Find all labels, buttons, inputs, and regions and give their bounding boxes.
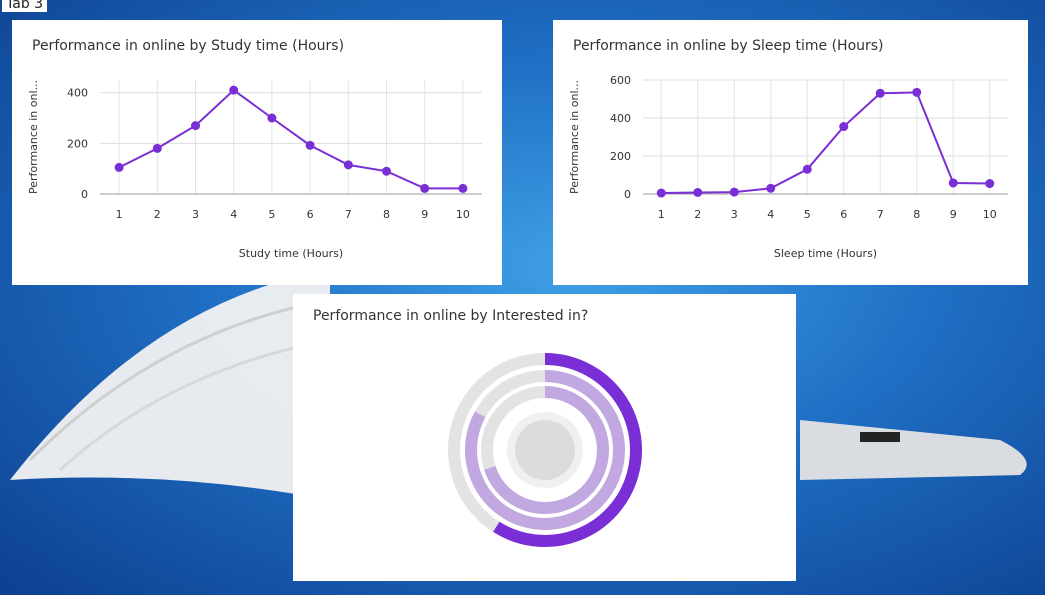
- x-tick-label: 3: [731, 208, 738, 221]
- chart: 0 200 400 1 2 3 4 5 6 7 8 9 10 Performance in online …: [27, 38, 482, 260]
- radial-bar: [465, 370, 625, 530]
- x-tick-label: 8: [383, 208, 390, 221]
- y-axis-label: Performance in onl...: [568, 80, 581, 194]
- data-point: [305, 140, 315, 150]
- data-point: [912, 87, 922, 97]
- data-point: [152, 143, 162, 153]
- x-tick-label: 1: [658, 208, 665, 221]
- x-tick-label: 1: [116, 208, 123, 221]
- y-tick-label: 0: [624, 188, 631, 201]
- x-tick-label: 10: [456, 208, 470, 221]
- radial-bar: [484, 386, 609, 514]
- data-point: [656, 188, 666, 198]
- data-line: [661, 91, 990, 195]
- chart-title: Performance in online by Study time (Hou…: [32, 38, 344, 54]
- data-line: [118, 88, 463, 190]
- x-tick-label: 2: [154, 208, 161, 221]
- x-tick-label: 6: [840, 208, 847, 221]
- x-axis-label: Sleep time (Hours): [774, 247, 877, 260]
- data-point: [191, 121, 200, 131]
- center-disc: [515, 420, 575, 480]
- y-tick-label: 200: [610, 150, 631, 163]
- x-tick-label: 6: [307, 208, 314, 221]
- x-tick-label: 4: [767, 208, 774, 221]
- data-point: [729, 187, 739, 197]
- data-point: [985, 179, 995, 189]
- data-point: [229, 85, 239, 95]
- x-tick-label: 5: [804, 208, 811, 221]
- y-tick-label: 400: [67, 87, 88, 100]
- data-point: [875, 88, 885, 98]
- data-point: [693, 187, 703, 197]
- y-axis-label: Performance in onl...: [27, 80, 40, 194]
- data-point: [948, 178, 958, 188]
- chart: 0 200 400 600 1 2 3 4 5 6 7 8 9 10 Performance in onli…: [568, 38, 1008, 260]
- data-point: [420, 183, 430, 193]
- x-tick-label: 3: [192, 208, 199, 221]
- data-point: [267, 113, 277, 123]
- data-point: [839, 122, 849, 132]
- x-tick-label: 9: [421, 208, 428, 221]
- x-tick-label: 7: [877, 208, 884, 221]
- x-tick-label: 9: [950, 208, 957, 221]
- y-tick-label: 400: [610, 112, 631, 125]
- x-tick-label: 8: [913, 208, 920, 221]
- data-point: [802, 164, 812, 174]
- data-point: [343, 160, 353, 170]
- data-point: [114, 162, 124, 172]
- chart-title: Performance in online by Sleep time (Hou…: [573, 38, 884, 54]
- x-tick-label: 2: [694, 208, 701, 221]
- data-point: [766, 183, 776, 193]
- y-tick-label: 600: [610, 74, 631, 87]
- chart-title: Performance in online by Interested in?: [313, 308, 588, 324]
- data-point: [382, 166, 391, 176]
- y-tick-label: 200: [67, 137, 88, 150]
- x-tick-label: 10: [983, 208, 997, 221]
- chart: Performance in online by Interested in?: [313, 308, 642, 547]
- radial-bar: [493, 353, 642, 547]
- x-tick-label: 5: [268, 208, 275, 221]
- y-tick-label: 0: [81, 188, 88, 201]
- x-tick-label: 4: [230, 208, 237, 221]
- x-axis-label: Study time (Hours): [239, 247, 343, 260]
- data-point: [458, 183, 468, 193]
- tab-label[interactable]: Tab 3: [2, 0, 48, 12]
- x-tick-label: 7: [345, 208, 352, 221]
